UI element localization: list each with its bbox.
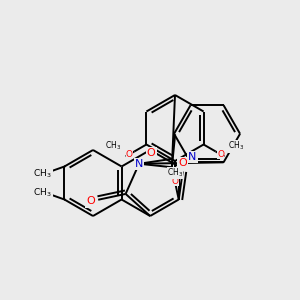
Text: N: N [188, 152, 197, 162]
Text: O: O [218, 150, 224, 159]
Text: CH$_3$: CH$_3$ [228, 140, 244, 152]
Text: O: O [147, 148, 155, 158]
Text: CH$_3$: CH$_3$ [33, 167, 52, 180]
Text: CH$_3$: CH$_3$ [33, 186, 52, 199]
Text: O: O [126, 150, 133, 159]
Text: N: N [135, 159, 143, 169]
Text: CH$_3$: CH$_3$ [167, 167, 183, 179]
Text: CH$_3$: CH$_3$ [106, 140, 122, 152]
Text: O: O [86, 196, 95, 206]
Text: O: O [172, 176, 178, 185]
Text: O: O [178, 158, 187, 168]
